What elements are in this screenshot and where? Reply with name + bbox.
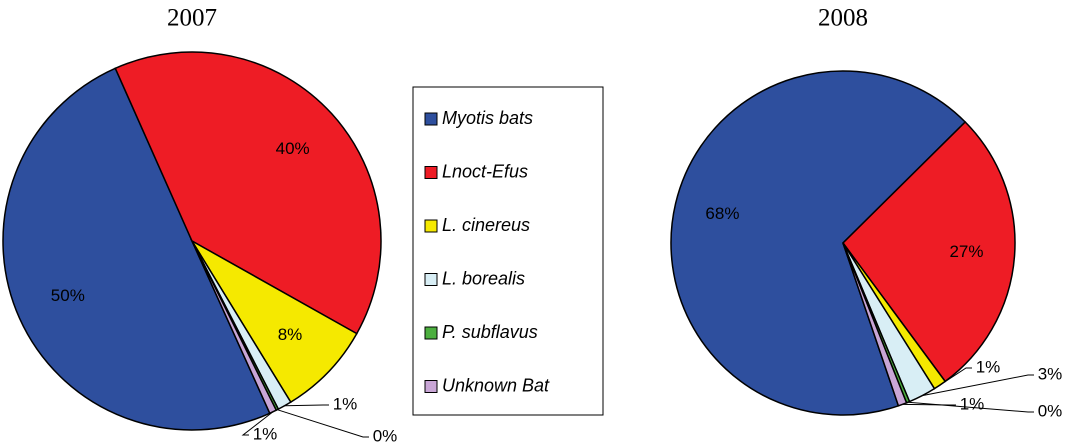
- legend-swatch: [424, 166, 438, 179]
- legend-label: P. subflavus: [442, 322, 538, 342]
- data-label: 1%: [253, 424, 278, 443]
- legend-swatch: [424, 112, 438, 126]
- leader-line: [908, 401, 1034, 413]
- data-label: 3%: [1038, 364, 1063, 383]
- pie-slice: [842, 120, 1016, 383]
- leader-line: [939, 367, 972, 386]
- legend-swatch: [424, 273, 438, 286]
- legend-swatch: [424, 326, 438, 340]
- pie-slice: [191, 240, 278, 415]
- legend-label: Unknown Bat: [442, 375, 550, 395]
- data-label: 50%: [51, 286, 85, 305]
- data-label: 8%: [278, 325, 303, 344]
- legend-label: L. cinereus: [442, 215, 530, 235]
- leader-line: [922, 374, 1034, 397]
- legend-label: Lnoct-Efus: [442, 161, 528, 181]
- pie-slice: [114, 51, 382, 335]
- legend-label: Myotis bats: [442, 108, 533, 128]
- data-label: 40%: [276, 139, 310, 158]
- data-label: 0%: [373, 426, 398, 445]
- chart-title: 2007: [167, 5, 217, 32]
- leader-line: [241, 411, 274, 436]
- leader-line: [284, 404, 329, 407]
- data-label: 27%: [949, 242, 983, 261]
- data-label: 1%: [333, 394, 358, 413]
- legend-swatch: [424, 380, 438, 393]
- leader-line: [277, 409, 369, 438]
- chart-title: 2008: [818, 5, 868, 32]
- leader-line: [902, 403, 956, 406]
- data-label: 1%: [976, 357, 1001, 376]
- data-label: 68%: [705, 204, 739, 223]
- pie-slice: [189, 238, 358, 404]
- legend-label: L. borealis: [442, 268, 525, 288]
- data-label: 1%: [960, 394, 985, 413]
- pie-slice: [670, 70, 967, 416]
- legend-box: [412, 86, 604, 416]
- legend-swatch: [424, 219, 438, 233]
- pie-slice: [2, 67, 271, 431]
- data-label: 0%: [1038, 401, 1063, 420]
